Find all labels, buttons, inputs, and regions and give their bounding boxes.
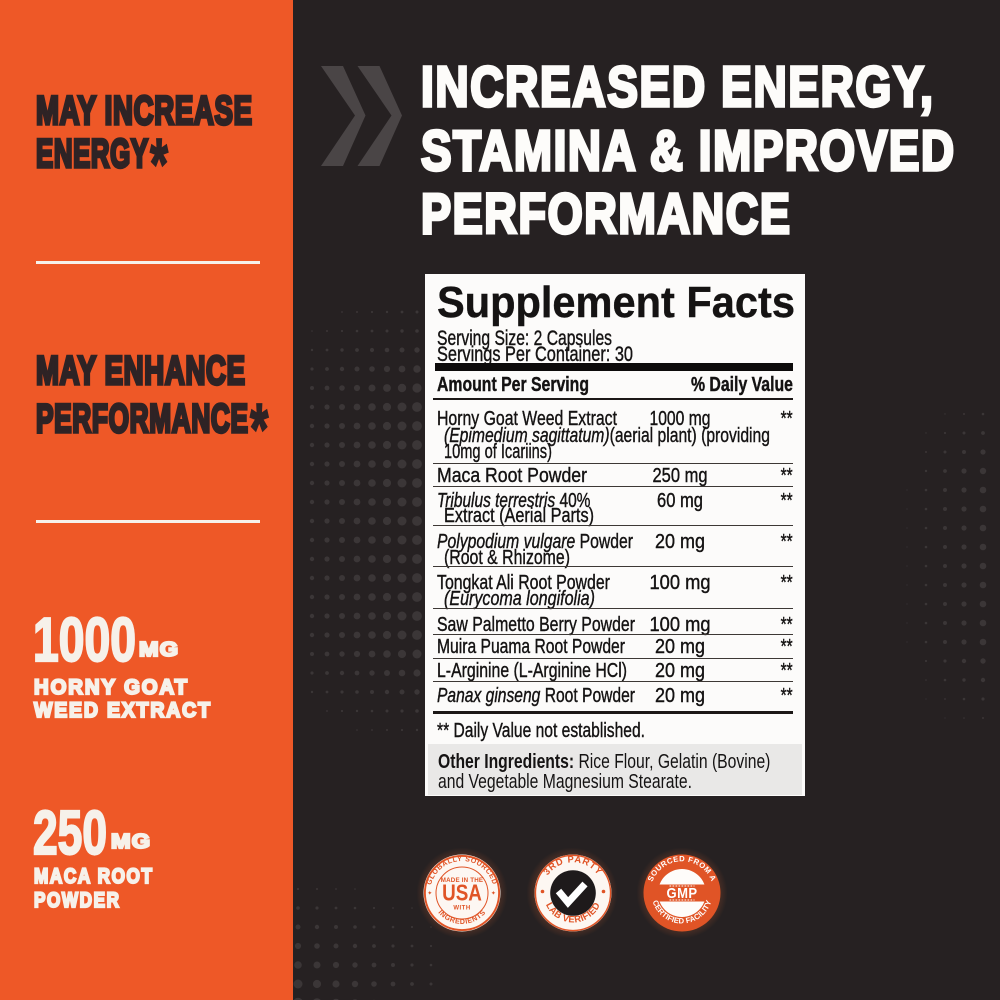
svg-text:USA: USA [442, 881, 482, 906]
svg-text:✦: ✦ [427, 890, 432, 897]
svg-text:✦: ✦ [491, 890, 496, 897]
svg-text:WITH: WITH [453, 906, 470, 912]
svg-text:GMP: GMP [666, 886, 697, 902]
svg-text:MADE IN THE: MADE IN THE [441, 877, 483, 884]
